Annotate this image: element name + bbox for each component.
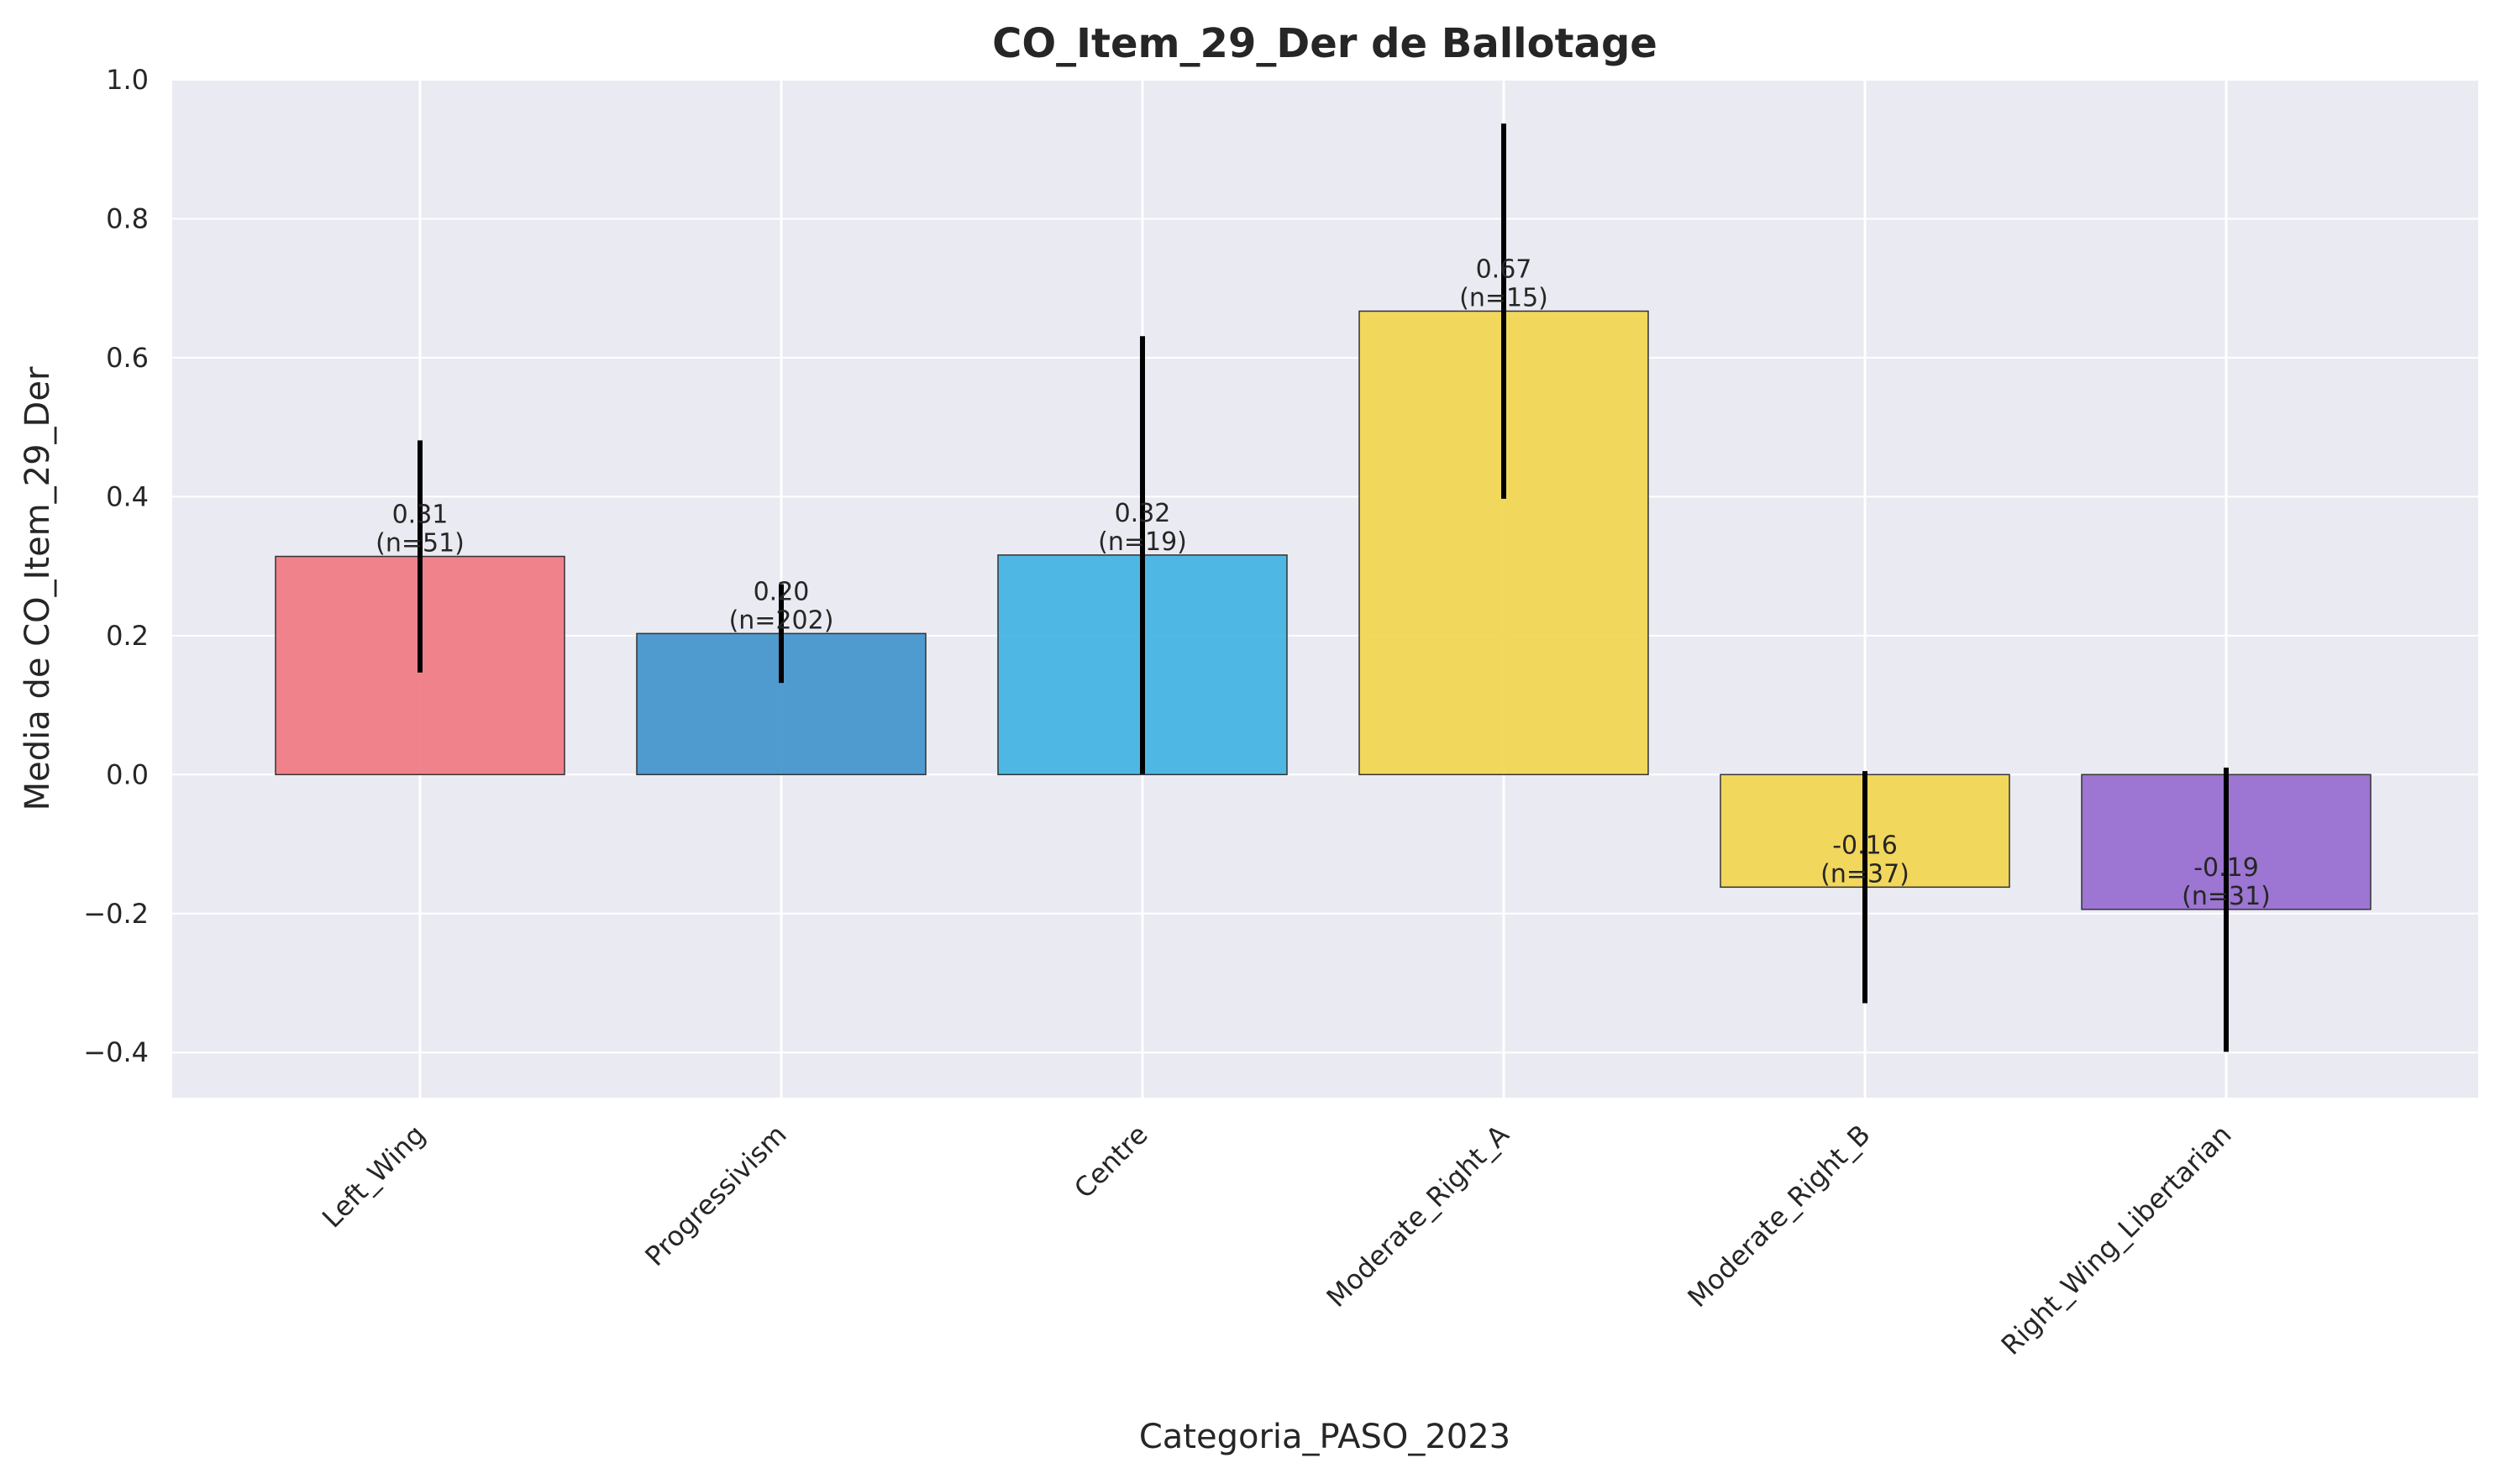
count-label: (n=15) bbox=[1459, 283, 1548, 312]
value-label: 0.67 bbox=[1476, 254, 1532, 284]
y-tick-label: −0.4 bbox=[83, 1036, 149, 1068]
y-tick-label: 0.6 bbox=[106, 342, 149, 374]
value-label: -0.16 bbox=[1832, 831, 1898, 860]
y-tick-label: 0.8 bbox=[106, 202, 149, 234]
x-tick-label: Centre bbox=[1068, 1119, 1154, 1205]
y-axis-ticks: −0.4 −0.2 0.0 0.2 0.4 0.6 0.8 1.0 bbox=[83, 64, 149, 1068]
y-tick-label: 0.0 bbox=[106, 758, 149, 790]
count-label: (n=19) bbox=[1098, 527, 1187, 557]
y-tick-label: 1.0 bbox=[106, 64, 149, 96]
x-tick-label: Left_Wing bbox=[316, 1119, 432, 1235]
x-tick-label: Moderate_Right_B bbox=[1681, 1119, 1876, 1314]
x-tick-label: Right_Wing_Libertarian bbox=[1995, 1119, 2238, 1361]
x-axis-ticks: Left_Wing Progressivism Centre Moderate_Rig… bbox=[316, 1119, 2238, 1361]
value-label: 0.32 bbox=[1115, 499, 1171, 528]
y-tick-label: −0.2 bbox=[83, 898, 149, 930]
y-tick-label: 0.4 bbox=[106, 480, 149, 512]
chart-title: CO_Item_29_Der de Ballotage bbox=[992, 20, 1657, 67]
x-tick-label: Progressivism bbox=[638, 1119, 792, 1272]
y-tick-label: 0.2 bbox=[106, 620, 149, 652]
x-axis-label: Categoria_PASO_2023 bbox=[1139, 1418, 1510, 1456]
count-label: (n=37) bbox=[1820, 859, 1909, 889]
value-label: -0.19 bbox=[2193, 853, 2259, 883]
value-label: 0.31 bbox=[392, 501, 449, 530]
error-bars-group bbox=[418, 123, 2229, 1052]
count-label: (n=31) bbox=[2182, 882, 2271, 911]
count-label: (n=51) bbox=[376, 529, 465, 558]
value-label: 0.20 bbox=[754, 577, 810, 606]
y-axis-label: Media de CO_Item_29_Der bbox=[18, 366, 57, 810]
bars-group bbox=[275, 310, 2372, 910]
count-label: (n=202) bbox=[729, 606, 834, 635]
x-tick-label: Moderate_Right_A bbox=[1320, 1119, 1515, 1314]
data-labels-group: 0.31(n=51) 0.20(n=202) 0.32(n=19) 0.67(n=15… bbox=[376, 254, 2271, 910]
